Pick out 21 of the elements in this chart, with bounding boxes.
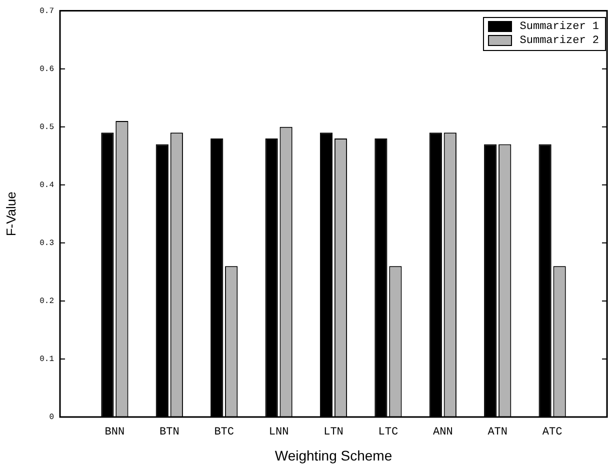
legend-label: Summarizer 2: [520, 34, 599, 48]
x-tick-label: ANN: [432, 426, 453, 439]
y-tick-label: 0.1: [40, 355, 54, 364]
legend-label: Summarizer 1: [520, 20, 599, 34]
y-tick-label: 0.2: [40, 297, 54, 306]
y-tick-label: 0.3: [40, 239, 54, 248]
x-tick-label: BTN: [159, 426, 180, 439]
x-tick-label: ATC: [542, 426, 563, 439]
y-axis-title: F-Value: [3, 192, 18, 236]
y-tick-label: 0.4: [40, 181, 54, 190]
x-tick-label: LTC: [378, 426, 398, 439]
x-tick-label: LTN: [324, 426, 344, 439]
y-tick-label: 0.6: [40, 64, 54, 74]
x-tick-label: BTC: [214, 426, 234, 439]
x-tick-label: BNN: [104, 426, 125, 439]
x-axis-title: Weighting Scheme: [274, 447, 392, 464]
y-tick-label: 0.7: [40, 6, 54, 16]
y-tick-label: 0: [49, 413, 54, 422]
x-tick-label: ATN: [488, 426, 508, 439]
y-tick-label: 0.5: [40, 122, 54, 132]
x-tick-label: LNN: [268, 426, 289, 439]
